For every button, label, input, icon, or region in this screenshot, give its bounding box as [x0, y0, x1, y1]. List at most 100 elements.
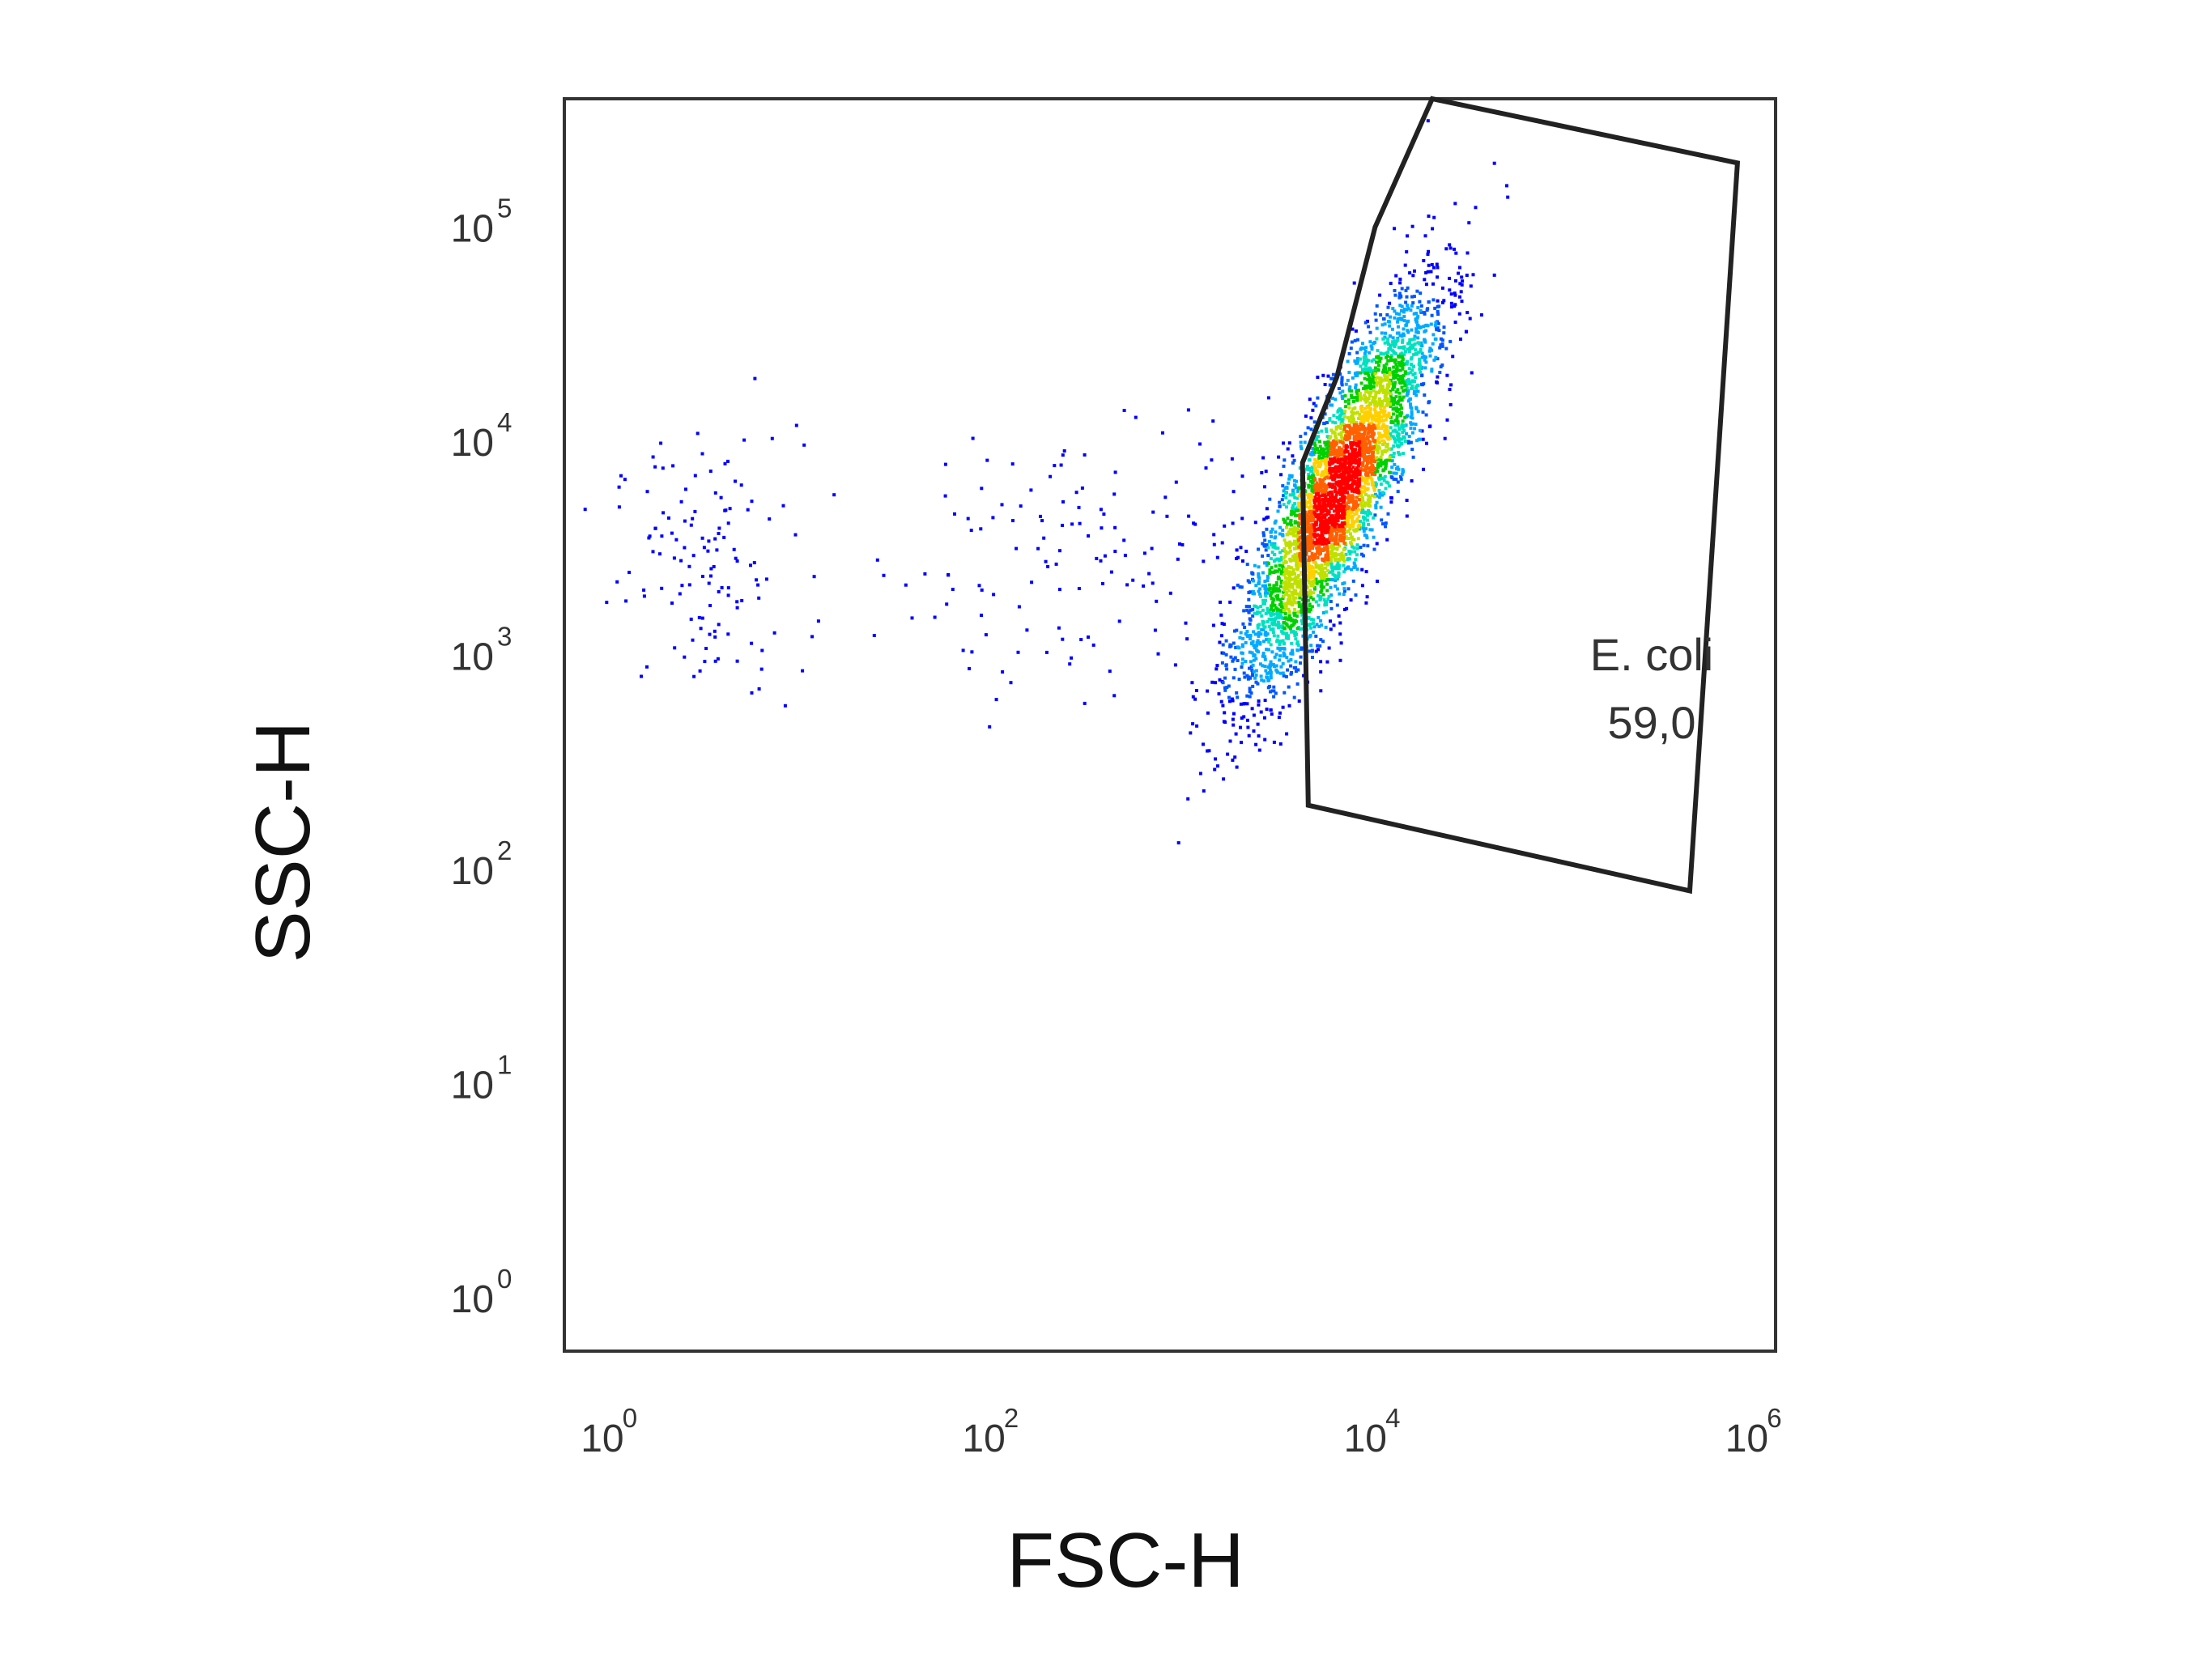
- event-dot: [1299, 435, 1303, 439]
- event-dot: [1319, 516, 1323, 520]
- event-dot: [1379, 464, 1383, 468]
- event-dot: [1291, 577, 1295, 581]
- event-dot: [1312, 533, 1317, 537]
- event-dot: [1457, 312, 1461, 316]
- event-dot: [1330, 538, 1334, 542]
- event-dot: [1231, 659, 1235, 663]
- event-dot: [1368, 496, 1372, 500]
- event-dot: [1317, 615, 1321, 619]
- event-dot: [1327, 461, 1331, 465]
- event-dot: [1358, 451, 1361, 455]
- event-dot: [1342, 559, 1346, 563]
- event-dot: [1258, 592, 1262, 596]
- event-dot: [757, 687, 761, 691]
- y-axis-label: SSC-H: [240, 721, 326, 963]
- event-dot: [1359, 364, 1363, 368]
- event-dot: [1406, 234, 1409, 238]
- event-dot: [1368, 330, 1372, 334]
- event-dot: [1291, 532, 1295, 536]
- event-dot: [1246, 725, 1250, 729]
- event-dot: [1274, 530, 1278, 534]
- event-dot: [1358, 437, 1362, 441]
- event-dot: [1122, 409, 1126, 412]
- event-dot: [1321, 478, 1325, 482]
- event-dot: [1314, 580, 1318, 584]
- event-dot: [1264, 548, 1268, 552]
- event-dot: [1219, 613, 1223, 617]
- event-dot: [1226, 752, 1230, 756]
- event-dot: [1459, 290, 1463, 294]
- event-dot: [1402, 345, 1406, 349]
- event-dot: [1372, 535, 1376, 539]
- event-dot: [1334, 434, 1338, 438]
- event-dot: [1373, 473, 1377, 477]
- event-dot: [1342, 563, 1346, 567]
- event-dot: [1355, 438, 1359, 442]
- event-dot: [1053, 464, 1057, 468]
- event-dot: [1308, 565, 1312, 568]
- event-dot: [1342, 495, 1346, 499]
- event-dot: [1402, 319, 1406, 323]
- event-dot: [1366, 367, 1370, 371]
- event-dot: [1297, 504, 1301, 508]
- event-dot: [1287, 589, 1291, 593]
- event-dot: [1276, 620, 1280, 624]
- event-dot: [1361, 508, 1365, 512]
- event-dot: [1428, 354, 1432, 358]
- event-dot: [1322, 559, 1326, 563]
- event-dot: [1297, 602, 1301, 606]
- event-dot: [1366, 461, 1369, 465]
- event-dot: [1241, 636, 1245, 640]
- event-dot: [1318, 444, 1322, 448]
- event-dot: [1125, 583, 1129, 587]
- event-dot: [1442, 325, 1446, 329]
- event-dot: [1281, 549, 1285, 553]
- event-dot: [1409, 440, 1413, 444]
- event-dot: [1278, 597, 1283, 601]
- event-dot: [1256, 682, 1260, 686]
- event-dot: [768, 517, 772, 521]
- event-dot: [1319, 512, 1323, 516]
- event-dot: [1312, 557, 1317, 560]
- event-dot: [1385, 386, 1389, 390]
- ecoli-gate[interactable]: [1300, 96, 1741, 895]
- event-dot: [1315, 499, 1319, 503]
- event-dot: [1406, 329, 1410, 333]
- event-dot: [1364, 492, 1368, 496]
- event-dot: [1440, 286, 1444, 290]
- event-dot: [984, 633, 988, 637]
- event-dot: [1247, 610, 1251, 614]
- event-dot: [1373, 396, 1377, 400]
- event-dot: [1400, 287, 1404, 291]
- event-dot: [1373, 312, 1377, 316]
- event-dot: [1221, 643, 1225, 647]
- event-dot: [1077, 505, 1081, 509]
- event-dot: [1271, 608, 1275, 612]
- event-dot: [1317, 454, 1321, 458]
- event-dot: [1278, 589, 1282, 593]
- event-dot: [1342, 541, 1346, 545]
- event-dot: [1250, 668, 1254, 672]
- event-dot: [1332, 430, 1336, 434]
- event-dot: [1312, 576, 1316, 579]
- event-dot: [1331, 555, 1335, 559]
- event-dot: [1323, 487, 1327, 490]
- event-dot: [1277, 559, 1281, 563]
- event-dot: [1291, 591, 1295, 594]
- event-dot: [1402, 332, 1405, 336]
- event-dot: [1343, 393, 1347, 397]
- event-dot: [1340, 477, 1344, 481]
- event-dot: [1309, 644, 1313, 648]
- event-dot: [1363, 397, 1367, 402]
- event-dot: [722, 535, 726, 539]
- event-dot: [1329, 461, 1334, 465]
- event-dot: [1321, 470, 1325, 474]
- event-dot: [1409, 386, 1413, 390]
- event-dot: [1354, 487, 1358, 490]
- event-dot: [1439, 343, 1443, 347]
- event-dot: [1313, 482, 1317, 487]
- event-dot: [1095, 556, 1099, 560]
- event-dot: [1387, 346, 1391, 351]
- event-dot: [1298, 513, 1302, 517]
- event-dot: [1257, 631, 1261, 635]
